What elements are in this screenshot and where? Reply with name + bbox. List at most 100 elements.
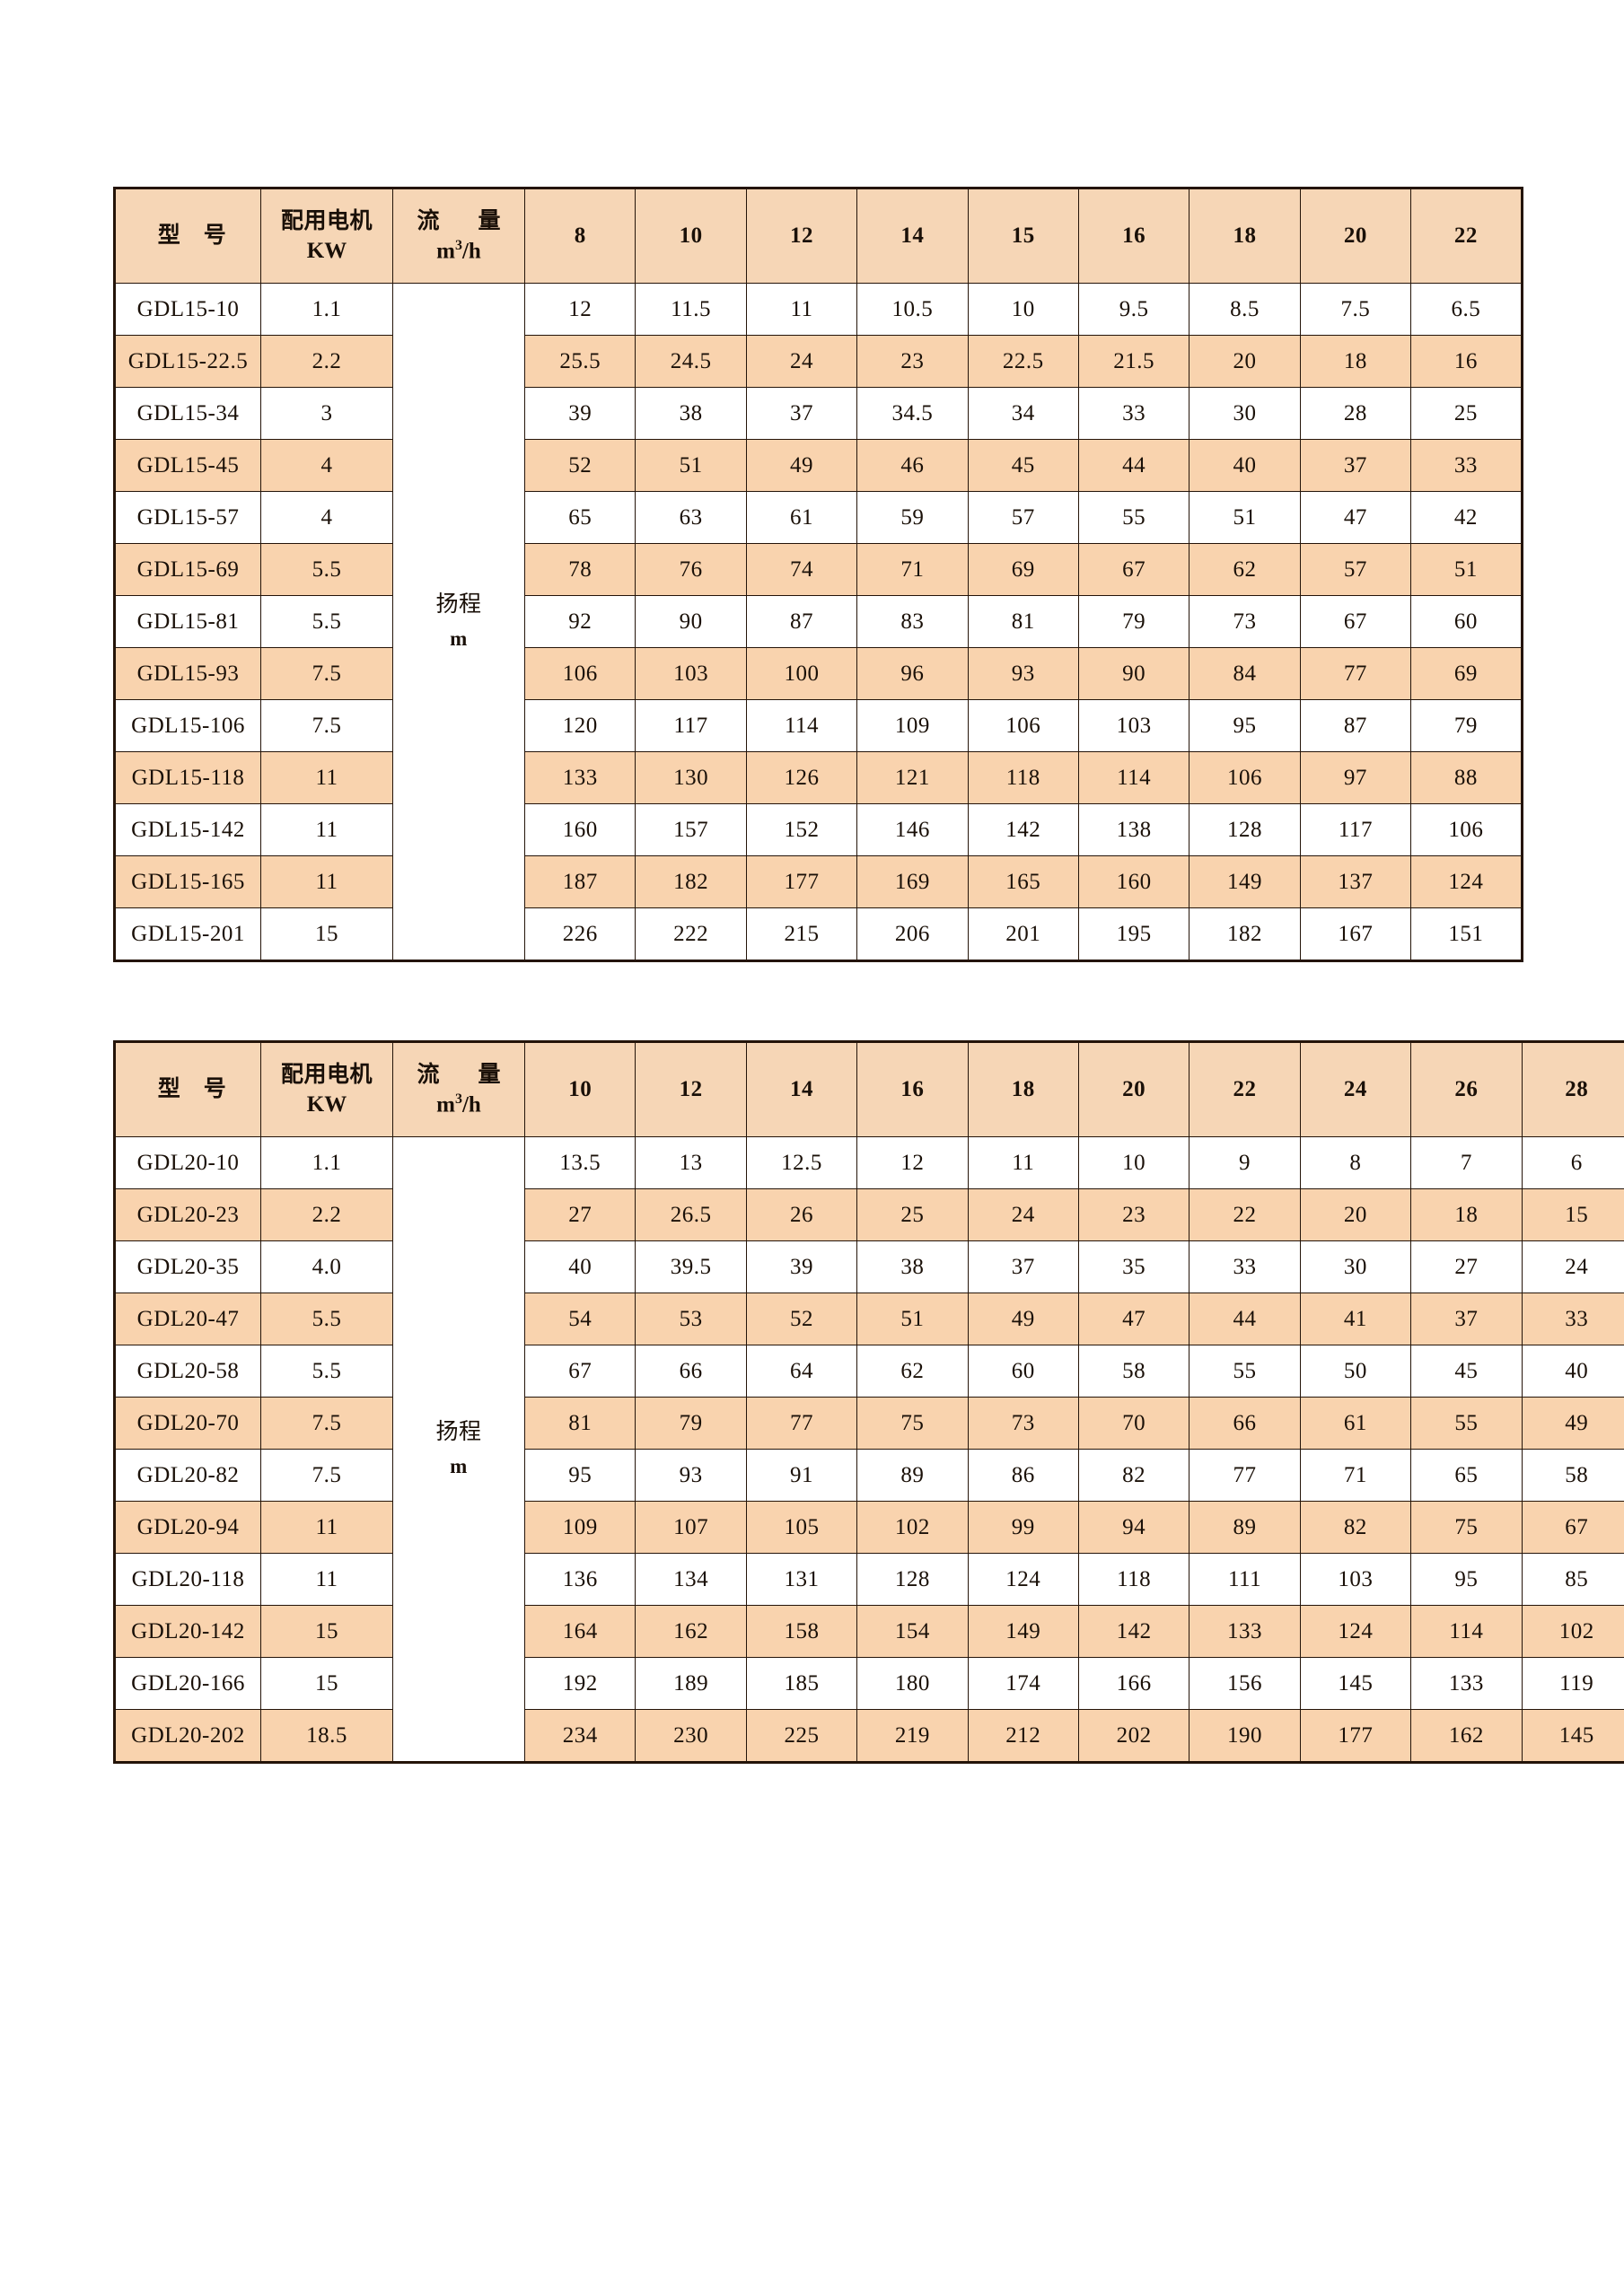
cell-head-value: 99	[967, 1501, 1079, 1554]
cell-head-value: 165	[967, 855, 1079, 908]
cell-head-value: 133	[1189, 1605, 1301, 1658]
cell-head-value: 24	[1521, 1240, 1624, 1293]
cell-head-value: 40	[1521, 1345, 1624, 1398]
table-row: GDL20-10 1.1 扬程 m 13.5 13 12.5 12 11 10 9 8 7 6	[114, 1136, 1624, 1763]
head-unit: m	[450, 627, 468, 651]
cell-model: GDL15-142	[114, 803, 261, 856]
cell-head-value: 57	[967, 491, 1079, 544]
table-row: GDL20-70 7.5 81 79 77 75 73 70 66 61 55 49	[114, 1397, 1624, 1450]
cell-head-value: 82	[1299, 1501, 1412, 1554]
cell-head-value: 15	[1521, 1188, 1624, 1241]
cell-head-value: 12.5	[745, 1136, 858, 1189]
cell-model: GDL20-142	[114, 1605, 261, 1658]
cell-head-value: 25	[856, 1188, 969, 1241]
cell-head-value: 105	[745, 1501, 858, 1554]
cell-head-label-merged: 扬程 m	[392, 283, 525, 961]
cell-head-value: 51	[1189, 491, 1301, 544]
table-row: GDL20-58 5.5 67 66 64 62 60 58 55 50 45 40	[114, 1345, 1624, 1398]
cell-head-value: 202	[1077, 1709, 1190, 1763]
cell-head-value: 23	[1077, 1188, 1190, 1241]
column-header-motor-power: 配用电机 KW	[260, 1041, 393, 1137]
cell-head-value: 215	[745, 907, 858, 961]
table-header-row: 型 号配用电机 KW 流 量 m3/h 8 10 12 14 15 16 18 20 22	[114, 188, 1523, 284]
cell-head-value: 54	[523, 1293, 636, 1345]
cell-head-value: 158	[745, 1605, 858, 1658]
cell-head-value: 60	[1410, 595, 1523, 648]
cell-head-value: 157	[635, 803, 747, 856]
column-header-flow-value: 24	[1299, 1041, 1412, 1137]
cell-head-value: 52	[523, 439, 636, 492]
spec-table-gdl15-body: 型 号配用电机 KW 流 量 m3/h 8 10 12 14 15 16 18 20 22 GDL15-1…	[114, 188, 1523, 961]
cell-head-value: 131	[745, 1553, 858, 1606]
cell-head-value: 16	[1410, 335, 1523, 388]
cell-head-value: 81	[523, 1397, 636, 1450]
cell-head-value: 44	[1189, 1293, 1301, 1345]
cell-motor-power: 15	[260, 1657, 393, 1710]
table-row: GDL20-23 2.2 27 26.5 26 25 24 23 22 20 18 15	[114, 1188, 1624, 1241]
table-row: GDL15-118 11 133 130 126 121 118 114 106 97 88	[114, 751, 1523, 804]
cell-head-value: 134	[635, 1553, 747, 1606]
cell-head-value: 24	[745, 335, 858, 388]
head-unit: m	[450, 1455, 468, 1478]
cell-head-value: 142	[967, 803, 1079, 856]
cell-head-value: 138	[1077, 803, 1190, 856]
cell-head-value: 77	[745, 1397, 858, 1450]
table-row: GDL15-22.5 2.2 25.5 24.5 24 23 22.5 21.5 20 18 16	[114, 335, 1523, 388]
cell-head-value: 103	[635, 647, 747, 700]
cell-head-value: 47	[1299, 491, 1412, 544]
cell-head-value: 226	[523, 907, 636, 961]
cell-head-value: 10	[1077, 1136, 1190, 1189]
cell-head-value: 45	[967, 439, 1079, 492]
cell-head-value: 51	[1410, 543, 1523, 596]
cell-motor-power: 5.5	[260, 1345, 393, 1398]
table-row: GDL15-57 4 65 63 61 59 57 55 51 47 42	[114, 491, 1523, 544]
cell-head-value: 160	[523, 803, 636, 856]
column-header-flow-value: 22	[1410, 188, 1523, 284]
cell-head-value: 106	[1189, 751, 1301, 804]
column-header-flow-value: 26	[1410, 1041, 1523, 1137]
cell-head-value: 118	[1077, 1553, 1190, 1606]
cell-model: GDL15-22.5	[114, 335, 261, 388]
flow-header-unit: m3/h	[436, 1091, 481, 1117]
cell-head-value: 22.5	[967, 335, 1079, 388]
cell-head-value: 85	[1521, 1553, 1624, 1606]
cell-head-value: 39.5	[635, 1240, 747, 1293]
cell-head-value: 28	[1299, 387, 1412, 440]
cell-model: GDL20-35	[114, 1240, 261, 1293]
cell-head-value: 30	[1189, 387, 1301, 440]
cell-head-value: 55	[1410, 1397, 1523, 1450]
cell-head-value: 167	[1299, 907, 1412, 961]
cell-head-value: 33	[1189, 1240, 1301, 1293]
cell-head-value: 89	[856, 1449, 969, 1502]
column-header-model: 型 号	[114, 1041, 261, 1137]
cell-head-value: 146	[856, 803, 969, 856]
table-row: GDL20-202 18.5 234 230 225 219 212 202 190 177 162…	[114, 1709, 1624, 1763]
head-label: 扬程	[435, 1420, 482, 1445]
cell-model: GDL20-82	[114, 1449, 261, 1502]
cell-head-value: 9.5	[1077, 283, 1190, 336]
cell-motor-power: 11	[260, 855, 393, 908]
cell-head-value: 11	[967, 1136, 1079, 1189]
cell-head-value: 66	[635, 1345, 747, 1398]
flow-header-unit: m3/h	[436, 237, 481, 264]
cell-head-value: 192	[523, 1657, 636, 1710]
cell-motor-power: 5.5	[260, 1293, 393, 1345]
cell-head-value: 133	[1410, 1657, 1523, 1710]
cell-head-value: 136	[523, 1553, 636, 1606]
cell-motor-power: 18.5	[260, 1709, 393, 1763]
cell-head-value: 182	[1189, 907, 1301, 961]
cell-head-value: 114	[745, 699, 858, 752]
table-row: GDL20-166 15 192 189 185 180 174 166 156 145 133 11…	[114, 1657, 1624, 1710]
cell-head-value: 169	[856, 855, 969, 908]
cell-head-value: 117	[635, 699, 747, 752]
cell-head-value: 230	[635, 1709, 747, 1763]
cell-model: GDL20-10	[114, 1136, 261, 1189]
column-header-motor-power: 配用电机 KW	[260, 188, 393, 284]
cell-head-value: 107	[635, 1501, 747, 1554]
cell-head-value: 33	[1077, 387, 1190, 440]
cell-motor-power: 4.0	[260, 1240, 393, 1293]
table-row: GDL20-118 11 136 134 131 128 124 118 111 103 95 85	[114, 1553, 1624, 1606]
cell-head-value: 33	[1521, 1293, 1624, 1345]
cell-head-value: 187	[523, 855, 636, 908]
